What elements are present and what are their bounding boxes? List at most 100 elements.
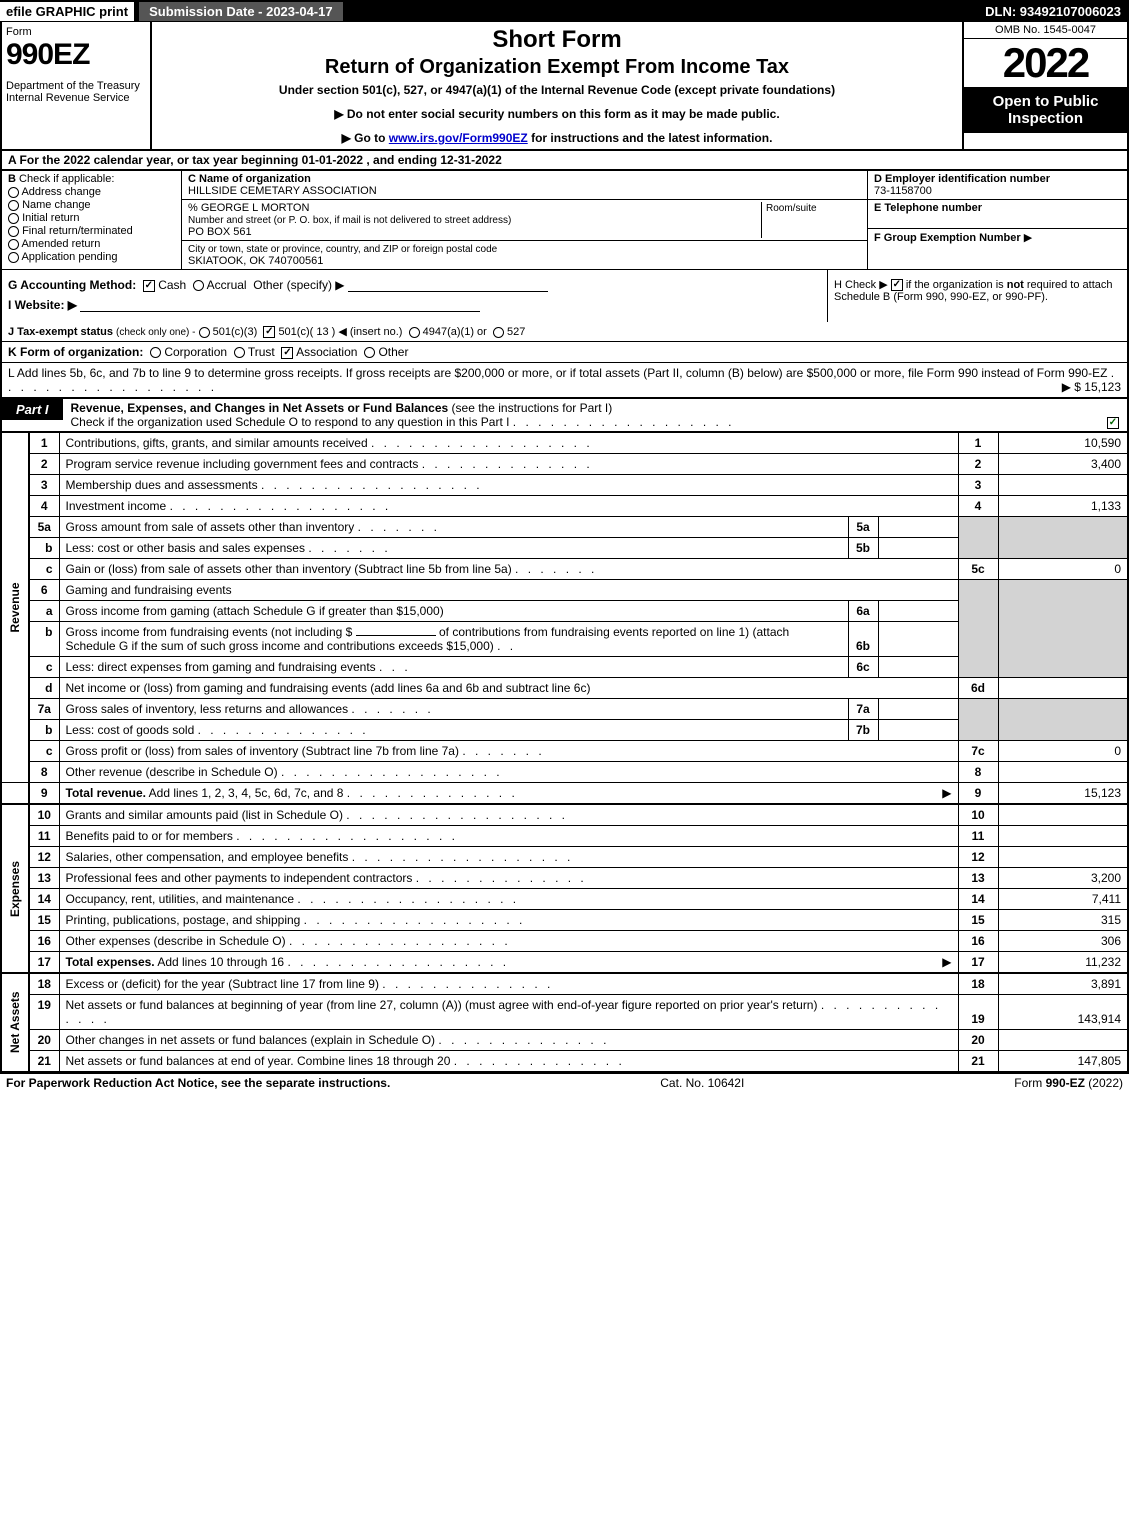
line-4-val: 1,133 (998, 496, 1128, 517)
goto-suffix: for instructions and the latest informat… (528, 131, 773, 145)
other-org-label: Other (378, 345, 408, 359)
form-word: Form (6, 26, 146, 38)
section-b-c-d-e-f: B Check if applicable: Address change Na… (0, 171, 1129, 269)
initial-return-label: Initial return (22, 212, 79, 224)
line-20-desc: Other changes in net assets or fund bala… (59, 1030, 958, 1051)
line-13-desc: Professional fees and other payments to … (59, 868, 958, 889)
line-7c-val: 0 (998, 741, 1128, 762)
j-prefix: J Tax-exempt status (8, 326, 113, 338)
irs-link[interactable]: www.irs.gov/Form990EZ (389, 131, 528, 145)
application-pending-label: Application pending (21, 251, 117, 263)
line-6c-ival (878, 657, 958, 678)
line-20-val (998, 1030, 1128, 1051)
shade-6-val (998, 580, 1128, 678)
line-11-val (998, 826, 1128, 847)
address-change-checkbox[interactable] (8, 187, 19, 198)
section-b: B Check if applicable: Address change Na… (2, 171, 182, 269)
501c3-label: 501(c)(3) (213, 326, 258, 338)
line-15-rnum: 15 (958, 910, 998, 931)
4947-checkbox[interactable] (409, 327, 420, 338)
title-return: Return of Organization Exempt From Incom… (160, 56, 954, 79)
line-13-num: 13 (29, 868, 59, 889)
line-6c-num: c (29, 657, 59, 678)
line-7a-num: 7a (29, 699, 59, 720)
line-20-num: 20 (29, 1030, 59, 1051)
care-of: % GEORGE L MORTON (188, 202, 309, 214)
line-5a-desc: Gross amount from sale of assets other t… (59, 517, 848, 538)
other-specify-input[interactable] (348, 278, 548, 292)
line-7a-inum: 7a (848, 699, 878, 720)
subtitle-section: Under section 501(c), 527, or 4947(a)(1)… (160, 83, 954, 97)
trust-checkbox[interactable] (234, 347, 245, 358)
line-16-num: 16 (29, 931, 59, 952)
line-3-desc: Membership dues and assessments . . . . … (59, 475, 958, 496)
line-5b-ival (878, 538, 958, 559)
line-1-desc: Contributions, gifts, grants, and simila… (59, 432, 958, 454)
line-1-num: 1 (29, 432, 59, 454)
accrual-checkbox[interactable] (193, 280, 204, 291)
line-1-rnum: 1 (958, 432, 998, 454)
line-15-val: 315 (998, 910, 1128, 931)
line-14-desc: Occupancy, rent, utilities, and maintena… (59, 889, 958, 910)
line-6b-inum: 6b (848, 622, 878, 657)
line-6b-ival (878, 622, 958, 657)
accrual-label: Accrual (207, 278, 247, 292)
line-7b-num: b (29, 720, 59, 741)
dln-label: DLN: 93492107006023 (985, 4, 1129, 19)
revenue-label-cont (1, 783, 29, 805)
corporation-checkbox[interactable] (150, 347, 161, 358)
cash-checkbox[interactable] (143, 280, 155, 292)
line-17-desc: Total expenses. Add lines 10 through 16 … (59, 952, 958, 974)
shade-7-val (998, 699, 1128, 741)
501c-checkbox[interactable] (263, 326, 275, 338)
501c3-checkbox[interactable] (199, 327, 210, 338)
line-6b-num: b (29, 622, 59, 657)
line-16-val: 306 (998, 931, 1128, 952)
cash-label: Cash (158, 278, 186, 292)
part-1-check-line: Check if the organization used Schedule … (71, 415, 510, 429)
line-5b-desc: Less: cost or other basis and sales expe… (59, 538, 848, 559)
line-5a-ival (878, 517, 958, 538)
city-label: City or town, state or province, country… (188, 244, 497, 255)
other-org-checkbox[interactable] (364, 347, 375, 358)
section-h: H Check ▶ if the organization is not req… (827, 270, 1127, 322)
line-6d-val (998, 678, 1128, 699)
e-phone-label: E Telephone number (874, 202, 982, 214)
ein-value: 73-1158700 (874, 185, 932, 197)
application-pending-checkbox[interactable] (8, 252, 19, 263)
form-number: 990EZ (6, 38, 146, 72)
trust-label: Trust (248, 345, 275, 359)
section-k: K Form of organization: Corporation Trus… (0, 342, 1129, 363)
final-return-checkbox[interactable] (8, 226, 19, 237)
h-checkbox[interactable] (891, 279, 903, 291)
website-input[interactable] (80, 298, 480, 312)
l-text: L Add lines 5b, 6c, and 7b to line 9 to … (8, 366, 1107, 380)
part-1-sub: (see the instructions for Part I) (452, 401, 613, 415)
line-12-val (998, 847, 1128, 868)
schedule-o-checkbox[interactable] (1107, 417, 1119, 429)
line-5c-val: 0 (998, 559, 1128, 580)
line-15-num: 15 (29, 910, 59, 931)
527-checkbox[interactable] (493, 327, 504, 338)
amended-return-checkbox[interactable] (8, 239, 19, 250)
line-18-rnum: 18 (958, 973, 998, 995)
section-d-e-f: D Employer identification number 73-1158… (867, 171, 1127, 269)
line-6-num: 6 (29, 580, 59, 601)
line-18-val: 3,891 (998, 973, 1128, 995)
line-4-desc: Investment income . . . . . . . . . . . … (59, 496, 958, 517)
other-specify-label: Other (specify) ▶ (253, 278, 344, 292)
section-c: C Name of organization HILLSIDE CEMETARY… (182, 171, 867, 269)
line-11-num: 11 (29, 826, 59, 847)
line-3-rnum: 3 (958, 475, 998, 496)
initial-return-checkbox[interactable] (8, 213, 19, 224)
f-group-label: F Group Exemption Number (874, 232, 1021, 244)
line-16-desc: Other expenses (describe in Schedule O) … (59, 931, 958, 952)
line-18-desc: Excess or (deficit) for the year (Subtra… (59, 973, 958, 995)
association-checkbox[interactable] (281, 347, 293, 359)
line-10-desc: Grants and similar amounts paid (list in… (59, 804, 958, 826)
line-9-desc: Total revenue. Total revenue. Add lines … (59, 783, 958, 805)
line-6d-rnum: 6d (958, 678, 998, 699)
name-change-checkbox[interactable] (8, 200, 19, 211)
line-4-num: 4 (29, 496, 59, 517)
section-l: L Add lines 5b, 6c, and 7b to line 9 to … (0, 363, 1129, 397)
